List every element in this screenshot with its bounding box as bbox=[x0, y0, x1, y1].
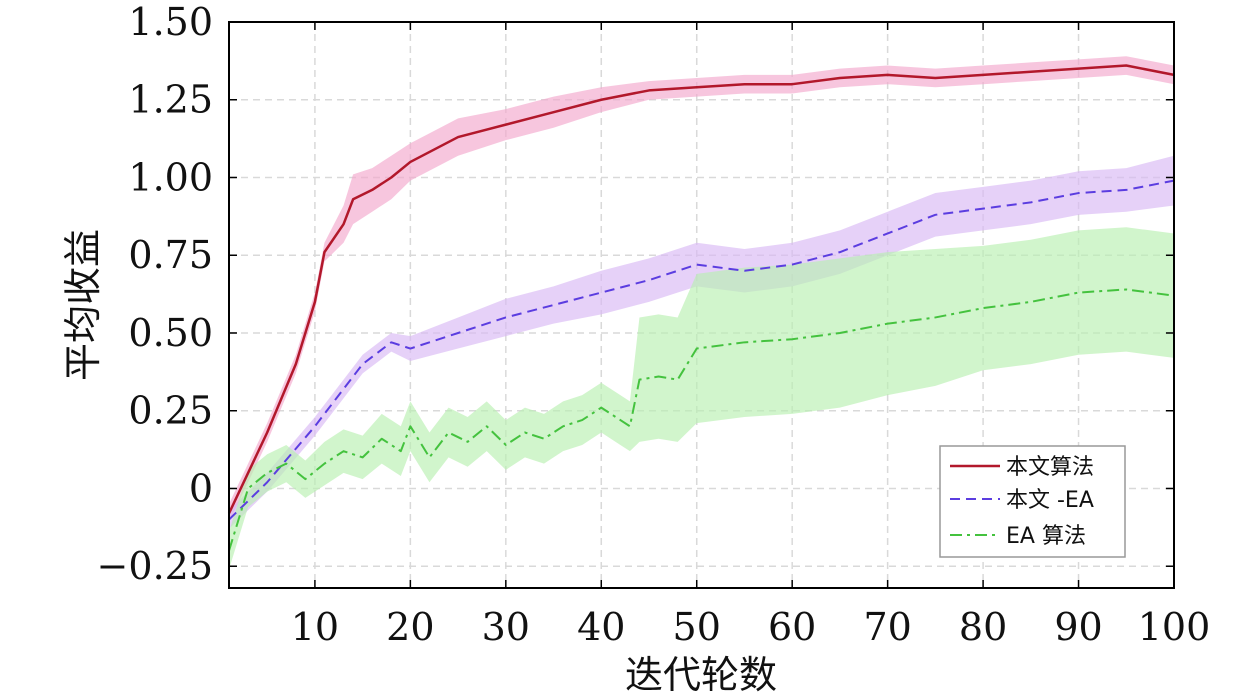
x-tick-label: 70 bbox=[863, 605, 911, 649]
x-tick-label: 60 bbox=[768, 605, 816, 649]
legend: 本文算法 本文 -EA EA 算法 bbox=[939, 445, 1126, 558]
legend-label-2: EA 算法 bbox=[1006, 524, 1086, 549]
line-series-0 bbox=[227, 64, 1175, 514]
x-tick-label: 80 bbox=[959, 605, 1007, 649]
x-tick-label: 40 bbox=[577, 605, 625, 649]
line-series-2 bbox=[228, 288, 1175, 551]
x-axis-title: 迭代轮数 bbox=[625, 653, 777, 697]
y-tick-label: −0.25 bbox=[97, 544, 213, 588]
y-tick-label: 0 bbox=[189, 466, 213, 510]
y-tick-label: 0.50 bbox=[128, 311, 213, 355]
x-tick-labels: 10 20 30 40 50 60 70 80 90 100 bbox=[291, 605, 1211, 649]
y-tick-label: 1.00 bbox=[128, 155, 213, 199]
plot-frame bbox=[228, 21, 1175, 589]
x-tick-label: 100 bbox=[1138, 605, 1211, 649]
series-lines bbox=[227, 64, 1175, 551]
y-tick-label: 1.25 bbox=[128, 78, 213, 122]
x-tick-label: 90 bbox=[1054, 605, 1102, 649]
legend-label-1: 本文 -EA bbox=[1006, 488, 1094, 513]
tick-marks bbox=[229, 21, 1175, 588]
legend-label-0: 本文算法 bbox=[1006, 455, 1094, 480]
band-series-2 bbox=[229, 227, 1174, 570]
y-tick-label: 0.25 bbox=[128, 389, 213, 433]
x-tick-label: 10 bbox=[291, 605, 339, 649]
x-tick-label: 50 bbox=[673, 605, 721, 649]
x-tick-label: 30 bbox=[482, 605, 530, 649]
line-series-1 bbox=[228, 179, 1175, 521]
y-tick-labels: −0.25 0 0.25 0.50 0.75 1.00 1.25 1.50 bbox=[97, 0, 213, 588]
x-tick-label: 20 bbox=[386, 605, 434, 649]
y-tick-label: 1.50 bbox=[128, 0, 213, 44]
y-axis-title: 平均收益 bbox=[61, 229, 105, 381]
y-tick-label: 0.75 bbox=[128, 233, 213, 277]
legend-frame bbox=[939, 445, 1126, 558]
